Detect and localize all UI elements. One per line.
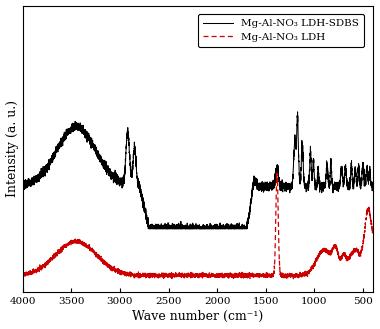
Line: Mg-Al-NO₃ LDH-SDBS: Mg-Al-NO₃ LDH-SDBS — [23, 112, 373, 229]
Mg-Al-NO₃ LDH — [104, 260, 108, 264]
Mg-Al-NO₃ LDH-SDBS — [21, 179, 25, 183]
Mg-Al-NO₃ LDH-SDBS — [295, 110, 300, 114]
Mg-Al-NO₃ LDH-SDBS — [368, 169, 372, 173]
Mg-Al-NO₃ LDH-SDBS — [102, 158, 106, 162]
Mg-Al-NO₃ LDH — [152, 276, 157, 280]
Mg-Al-NO₃ LDH — [177, 272, 182, 276]
Mg-Al-NO₃ LDH — [275, 170, 279, 174]
Mg-Al-NO₃ LDH — [291, 277, 296, 281]
X-axis label: Wave number (cm⁻¹): Wave number (cm⁻¹) — [132, 311, 263, 323]
Mg-Al-NO₃ LDH-SDBS — [105, 165, 110, 169]
Mg-Al-NO₃ LDH-SDBS — [146, 227, 150, 231]
Mg-Al-NO₃ LDH — [102, 261, 106, 265]
Mg-Al-NO₃ LDH — [370, 232, 375, 236]
Mg-Al-NO₃ LDH — [21, 273, 25, 277]
Y-axis label: Intensity (a. u.): Intensity (a. u.) — [6, 100, 19, 197]
Mg-Al-NO₃ LDH-SDBS — [177, 226, 182, 230]
Mg-Al-NO₃ LDH-SDBS — [370, 180, 375, 184]
Mg-Al-NO₃ LDH-SDBS — [152, 227, 157, 231]
Mg-Al-NO₃ LDH — [105, 264, 110, 267]
Mg-Al-NO₃ LDH-SDBS — [104, 163, 108, 167]
Line: Mg-Al-NO₃ LDH: Mg-Al-NO₃ LDH — [23, 172, 373, 279]
Legend: Mg-Al-NO₃ LDH-SDBS, Mg-Al-NO₃ LDH: Mg-Al-NO₃ LDH-SDBS, Mg-Al-NO₃ LDH — [198, 13, 364, 47]
Mg-Al-NO₃ LDH — [368, 213, 372, 217]
